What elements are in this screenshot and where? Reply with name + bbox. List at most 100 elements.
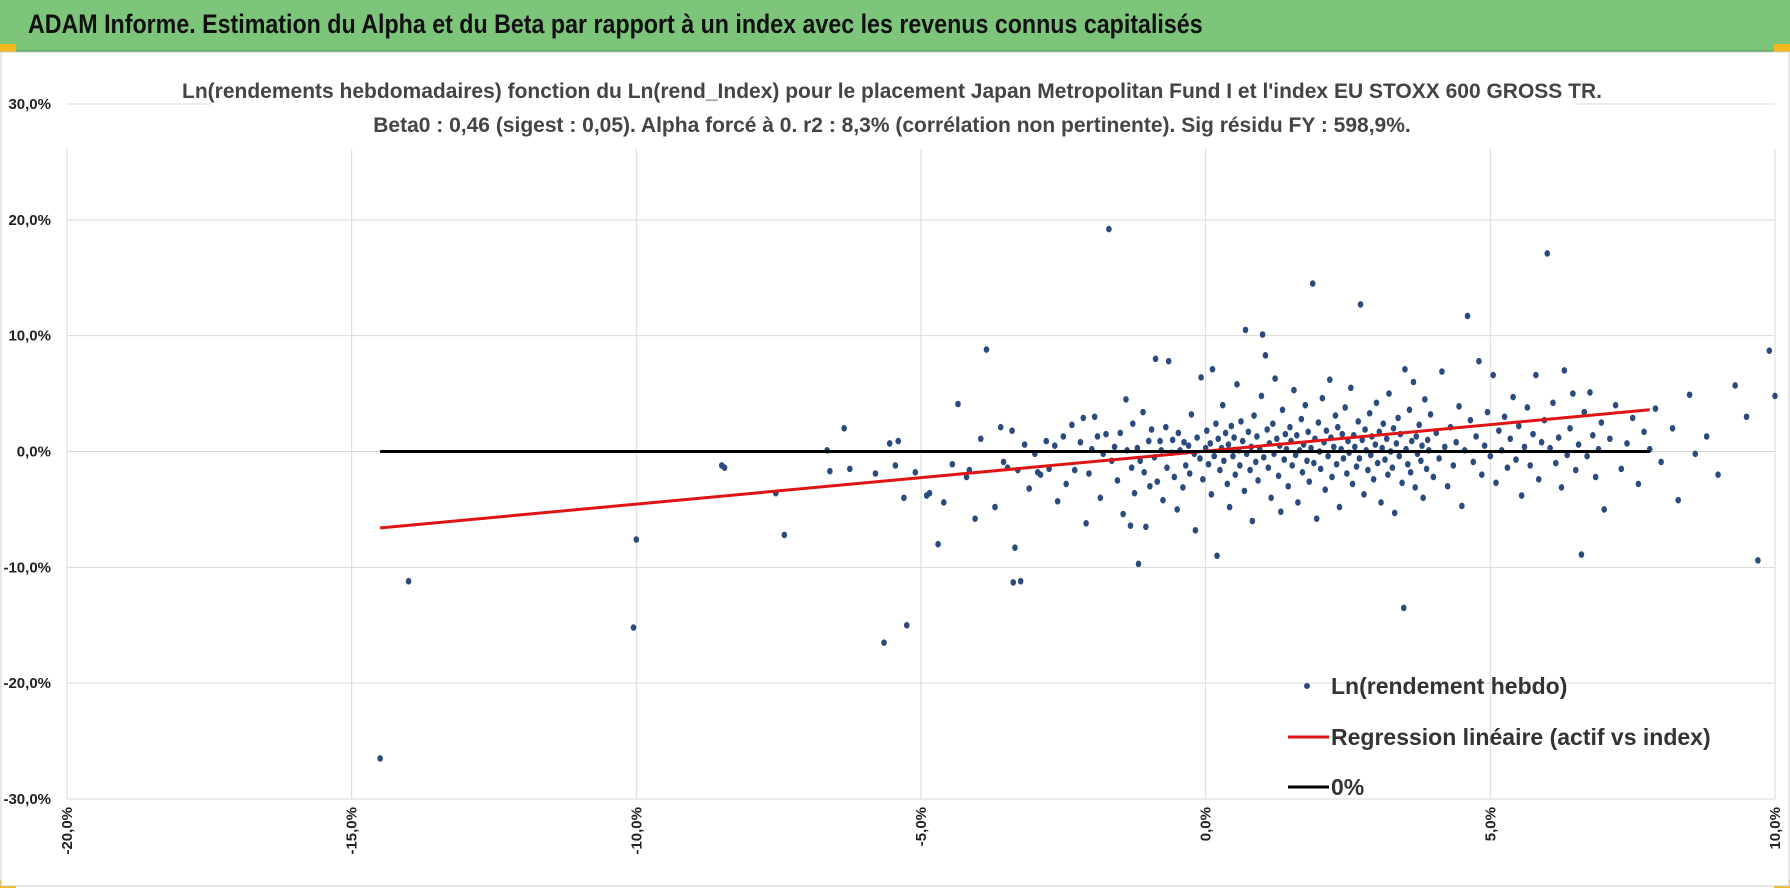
data-point xyxy=(1382,456,1388,463)
data-point xyxy=(1473,433,1479,440)
data-point xyxy=(1501,413,1508,421)
data-point xyxy=(1264,426,1270,433)
data-point xyxy=(1459,502,1465,510)
data-point xyxy=(1396,452,1403,460)
data-point xyxy=(1069,421,1075,429)
report-banner: ADAM Informe. Estimation du Alpha et du … xyxy=(0,0,1790,52)
data-point xyxy=(1590,431,1596,439)
data-point xyxy=(1558,484,1565,491)
data-point xyxy=(1194,434,1200,441)
data-point xyxy=(1359,436,1366,444)
data-point xyxy=(1163,423,1169,431)
chart-title-line-1: Ln(rendements hebdomadaires) fonction du… xyxy=(182,80,1602,103)
data-point xyxy=(1496,427,1502,434)
data-point xyxy=(1424,436,1431,444)
data-point xyxy=(1420,494,1426,502)
data-point xyxy=(1410,378,1417,386)
data-point xyxy=(1247,466,1253,474)
data-point xyxy=(1306,478,1313,485)
data-point xyxy=(1208,491,1215,498)
data-point xyxy=(1422,396,1428,403)
data-point xyxy=(1383,435,1390,443)
data-point xyxy=(1349,480,1356,488)
data-point xyxy=(1575,441,1582,448)
y-tick-label: 0,0% xyxy=(17,444,51,461)
data-point xyxy=(1298,415,1305,423)
data-point xyxy=(1433,429,1440,437)
data-point xyxy=(1407,469,1414,476)
data-point xyxy=(1348,384,1354,392)
legend-marker-scatter xyxy=(1304,683,1310,689)
data-point xyxy=(1612,401,1619,409)
data-point xyxy=(1336,503,1343,511)
data-point xyxy=(1334,423,1341,431)
data-point xyxy=(1521,443,1528,451)
data-point xyxy=(1091,413,1098,421)
scatter-points xyxy=(377,225,1778,762)
x-tick-label: -20,0% xyxy=(59,807,76,855)
data-point xyxy=(1140,408,1146,416)
data-point xyxy=(1340,455,1347,462)
data-point xyxy=(1097,494,1104,502)
data-point xyxy=(1342,404,1348,411)
data-point xyxy=(1127,522,1134,529)
data-point xyxy=(1198,374,1204,381)
data-point xyxy=(1215,435,1221,443)
data-point xyxy=(1518,492,1525,499)
data-point xyxy=(1260,453,1267,461)
data-point xyxy=(1601,506,1607,513)
y-tick-label: -30,0% xyxy=(3,791,51,808)
data-point xyxy=(963,473,970,481)
data-point xyxy=(1592,473,1599,481)
data-point xyxy=(1111,443,1118,451)
data-point xyxy=(1402,365,1408,373)
data-point xyxy=(997,423,1004,431)
data-point xyxy=(1292,451,1299,459)
data-point xyxy=(1222,429,1229,437)
data-point xyxy=(1530,430,1536,438)
x-tick-label: -15,0% xyxy=(344,807,361,855)
data-point xyxy=(1399,479,1405,487)
data-point xyxy=(1317,465,1324,473)
data-point xyxy=(1251,412,1257,419)
data-point xyxy=(405,577,412,585)
data-point xyxy=(935,540,941,548)
data-point xyxy=(1209,365,1216,373)
data-point xyxy=(1274,435,1280,443)
data-point xyxy=(1182,462,1189,469)
data-point xyxy=(1231,434,1237,441)
y-tick-label: 30,0% xyxy=(8,96,51,113)
data-point xyxy=(1123,396,1129,403)
data-point xyxy=(1533,371,1539,379)
data-point xyxy=(1587,389,1593,396)
x-tick-label: -5,0% xyxy=(913,807,930,846)
data-point xyxy=(1406,406,1413,414)
data-point xyxy=(1319,394,1326,402)
data-point xyxy=(1344,470,1350,477)
data-point xyxy=(1386,390,1392,397)
data-point xyxy=(1077,438,1084,446)
data-point xyxy=(1362,426,1368,433)
data-point xyxy=(781,531,788,539)
data-point xyxy=(1117,429,1124,437)
data-point xyxy=(1234,381,1240,388)
data-point xyxy=(1373,399,1380,407)
data-point xyxy=(955,400,961,408)
legend: Ln(rendement hebdo) Regression linéaire … xyxy=(1288,673,1711,800)
data-point xyxy=(1430,473,1437,481)
data-point xyxy=(892,462,899,469)
data-point xyxy=(1293,431,1300,439)
data-point xyxy=(1232,471,1239,478)
data-point xyxy=(1131,489,1138,497)
data-point xyxy=(1598,419,1605,426)
data-point xyxy=(1504,464,1511,472)
data-point xyxy=(1686,391,1693,399)
data-point xyxy=(1408,437,1415,445)
data-point xyxy=(977,435,984,443)
y-tick-label: -10,0% xyxy=(3,559,51,576)
data-point xyxy=(1315,419,1322,426)
data-point xyxy=(1581,408,1588,416)
data-point xyxy=(1214,552,1220,560)
data-point xyxy=(1211,452,1218,460)
data-point xyxy=(1692,450,1699,458)
